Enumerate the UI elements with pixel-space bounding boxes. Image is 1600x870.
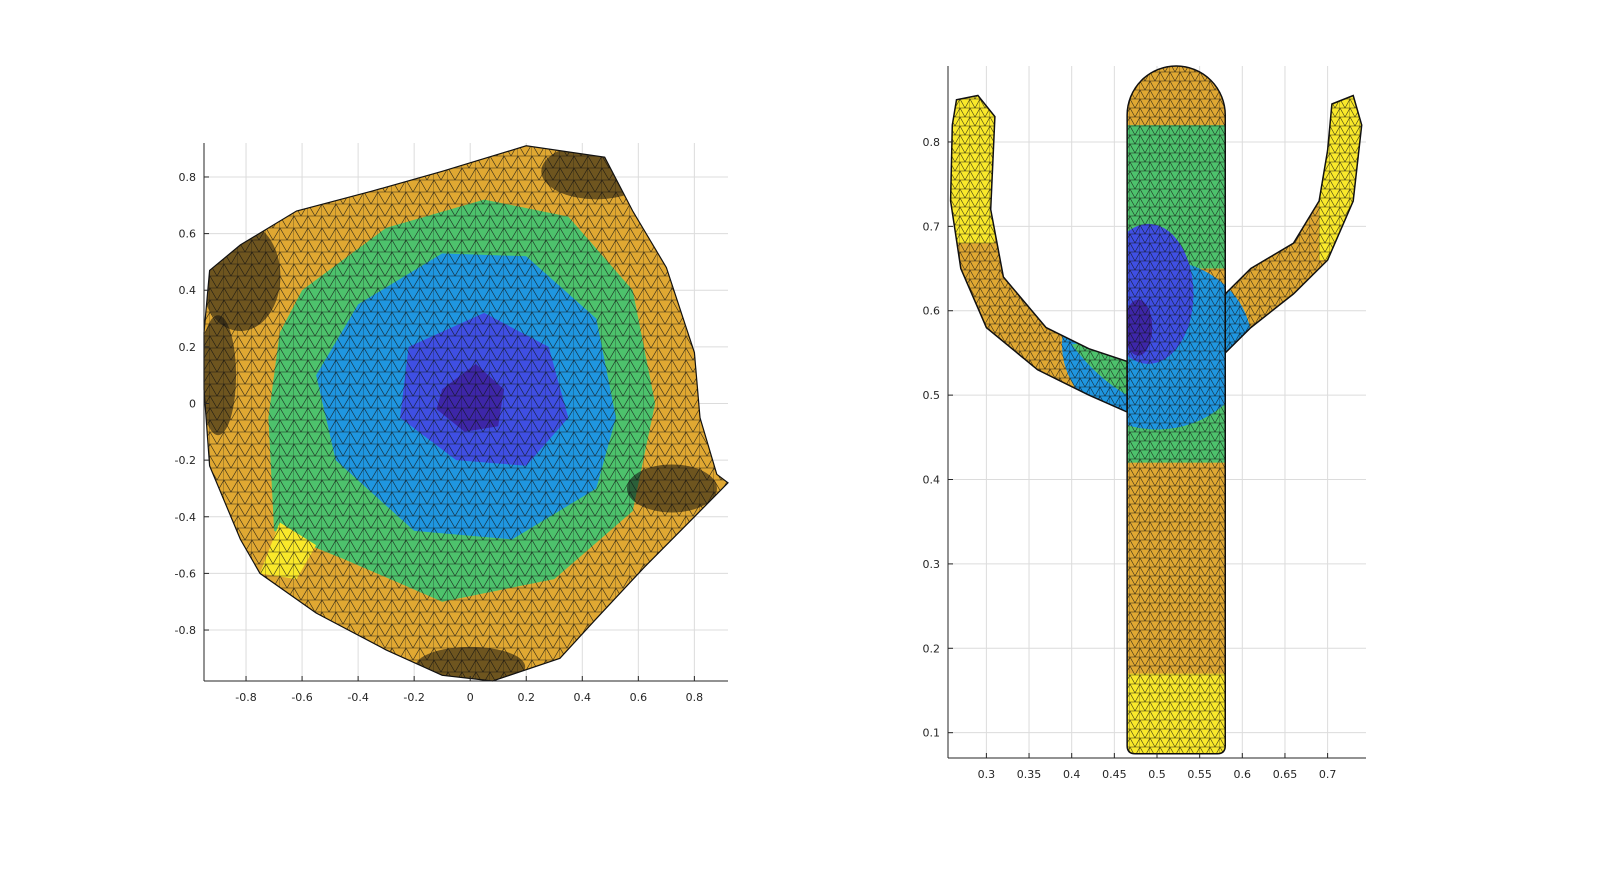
right-mesh-lines — [950, 66, 1362, 754]
left-surface-outline — [203, 145, 729, 682]
left-dense-mesh-cluster-4 — [204, 315, 237, 436]
left-dense-mesh-cluster-2 — [626, 464, 717, 513]
right-x-tick-label: 0.55 — [1187, 768, 1212, 781]
right-y-tick-label: 0.1 — [923, 727, 941, 740]
left-x-tick-label: -0.2 — [403, 691, 424, 704]
left-mesh-surface — [203, 145, 729, 682]
right-y-tick-label: 0.8 — [923, 136, 941, 149]
left-y-tick-label: 0.2 — [179, 341, 197, 354]
left-x-tick-label: -0.4 — [347, 691, 368, 704]
left-x-tick-label: -0.6 — [291, 691, 312, 704]
left-x-tick-label: -0.8 — [235, 691, 256, 704]
right-axes: 0.3 0.35 0.4 0.45 0.5 0.55 0.6 0.65 0.7 0.8 0.7 0.6… — [923, 66, 1366, 781]
left-dense-mesh-cluster-0 — [204, 221, 281, 332]
left-mesh-lines — [204, 145, 728, 681]
left-y-tick-label: -0.2 — [175, 454, 196, 467]
left-y-tick-label: 0.8 — [179, 171, 197, 184]
right-y-tick-label: 0.7 — [923, 220, 941, 233]
left-x-tick-label: 0 — [467, 691, 474, 704]
right-x-tick-label: 0.45 — [1102, 768, 1127, 781]
left-y-tick-label: -0.8 — [175, 624, 196, 637]
left-y-tick-label: 0.4 — [179, 284, 197, 297]
left-axes: -0.8 -0.6 -0.4 -0.2 0 0.2 0.4 0.6 0.8 0.8 0.6 0.4 0.… — [175, 143, 728, 704]
left-y-tick-label: -0.4 — [175, 511, 196, 524]
right-x-tick-label: 0.5 — [1148, 768, 1166, 781]
right-plot: 0.3 0.35 0.4 0.45 0.5 0.55 0.6 0.65 0.7 0.8 0.7 0.6… — [923, 65, 1366, 781]
right-x-tick-label: 0.4 — [1063, 768, 1081, 781]
right-y-tick-label: 0.4 — [923, 474, 941, 487]
left-x-tick-label: 0.2 — [517, 691, 535, 704]
right-y-tick-label: 0.2 — [923, 642, 941, 655]
left-y-tick-label: 0.6 — [179, 228, 197, 241]
right-x-tick-label: 0.3 — [978, 768, 996, 781]
right-y-tick-label: 0.6 — [923, 305, 941, 318]
right-y-tick-label: 0.3 — [923, 558, 941, 571]
left-dense-mesh-cluster-1 — [541, 145, 652, 200]
left-x-tick-label: 0.6 — [630, 691, 648, 704]
right-trunk-outline — [1126, 65, 1226, 755]
right-y-tick-label: 0.5 — [923, 389, 941, 402]
left-x-tick-label: 0.4 — [574, 691, 592, 704]
right-x-tick-label: 0.6 — [1234, 768, 1252, 781]
left-x-tick-label: 0.8 — [686, 691, 704, 704]
left-y-tick-label: 0 — [189, 398, 196, 411]
left-plot: -0.8 -0.6 -0.4 -0.2 0 0.2 0.4 0.6 0.8 0.8 0.6 0.4 0.… — [175, 143, 729, 704]
right-x-tick-label: 0.65 — [1273, 768, 1298, 781]
right-mesh-surface — [949, 65, 1363, 755]
right-x-tick-label: 0.35 — [1017, 768, 1042, 781]
right-left-arm-outline — [949, 94, 1128, 414]
right-right-arm-outline — [1224, 94, 1363, 355]
left-y-tick-label: -0.6 — [175, 567, 196, 580]
right-x-tick-label: 0.7 — [1319, 768, 1337, 781]
